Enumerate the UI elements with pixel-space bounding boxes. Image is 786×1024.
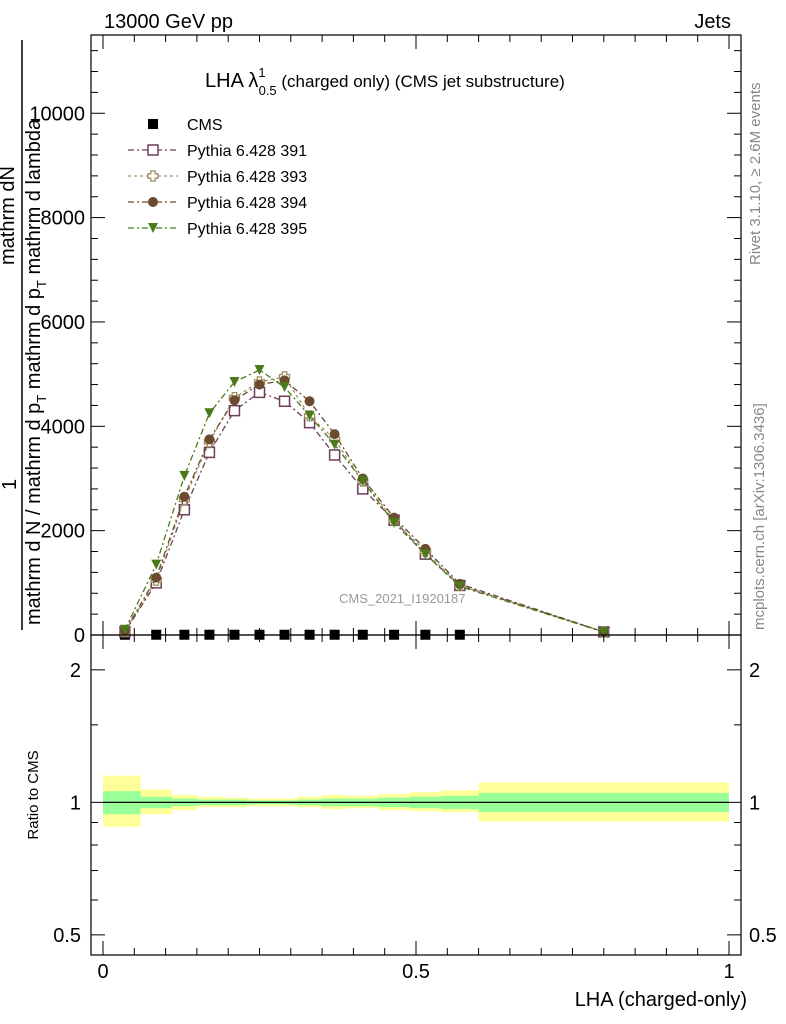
legend-label: Pythia 6.428 391 bbox=[187, 143, 307, 160]
ylabel-main: mathrm d N / mathrm d pT mathrm d pT mat… bbox=[23, 118, 49, 625]
data-point bbox=[179, 470, 190, 481]
ratio-bands bbox=[103, 775, 729, 827]
data-point bbox=[279, 382, 290, 393]
legend-marker bbox=[148, 223, 158, 233]
ratio-ytick-label: 1 bbox=[70, 792, 81, 814]
data-point bbox=[389, 517, 400, 528]
mcplots-label: mcplots.cern.ch [arXiv:1306.3436] bbox=[751, 403, 768, 630]
series-pythia-6-428-395 bbox=[119, 364, 609, 638]
data-point bbox=[329, 429, 340, 440]
series-line bbox=[124, 369, 604, 633]
data-point bbox=[454, 581, 465, 592]
ratio-xtick-label: 0 bbox=[97, 961, 108, 983]
legend-label: Pythia 6.428 395 bbox=[187, 221, 307, 238]
ratio-xtick-label: 0.5 bbox=[402, 961, 430, 983]
data-point bbox=[228, 404, 241, 417]
plot-title: LHA λ1 0.5 (charged only) (CMS jet substr… bbox=[205, 65, 565, 98]
main-ytick-label: 4000 bbox=[41, 416, 86, 438]
rivet-label: Rivet 3.1.10, ≥ 2.6M events bbox=[747, 83, 764, 266]
main-ytick-label: 10000 bbox=[29, 103, 85, 125]
series-line bbox=[124, 376, 604, 633]
data-point bbox=[328, 449, 341, 461]
data-point bbox=[151, 572, 162, 583]
data-point bbox=[357, 476, 368, 487]
header-left: 13000 GeV pp bbox=[104, 11, 233, 33]
analysis-watermark: CMS_2021_I1920187 bbox=[339, 591, 466, 606]
main-ytick-label: 6000 bbox=[41, 312, 86, 334]
data-point bbox=[420, 549, 431, 560]
data-point bbox=[329, 439, 340, 450]
data-point bbox=[119, 624, 130, 635]
data-point bbox=[204, 408, 215, 419]
ratio-xlabel: LHA (charged-only) bbox=[575, 989, 747, 1011]
data-point bbox=[598, 627, 609, 638]
legend-marker bbox=[147, 144, 159, 156]
main-yticks: 0 2000 4000 6000 8000 10000 bbox=[29, 50, 741, 647]
legend-label: CMS bbox=[187, 117, 223, 134]
data-point bbox=[179, 491, 190, 502]
series-line bbox=[124, 379, 605, 633]
ratio-ytick-label-right: 1 bbox=[749, 792, 760, 814]
ratio-xticks: 0 0.5 1 bbox=[97, 635, 735, 983]
main-ytick-label: 8000 bbox=[41, 208, 86, 230]
main-ytick-label: 2000 bbox=[41, 521, 86, 543]
data-point bbox=[304, 410, 315, 421]
ratio-yticks: 0.5 0.5 1 1 2 2 bbox=[53, 660, 777, 947]
legend-entry: Pythia 6.428 394 bbox=[128, 195, 307, 212]
legend-label: Pythia 6.428 393 bbox=[187, 169, 307, 186]
legend-entry: Pythia 6.428 393 bbox=[128, 169, 307, 186]
data-point bbox=[278, 395, 291, 408]
data-point bbox=[254, 379, 265, 390]
legend: CMS Pythia 6.428 391 Pythia 6.428 393 Pythi… bbox=[128, 117, 307, 238]
series-layer bbox=[119, 364, 610, 640]
main-ylabel: 1 mathrm d N / mathrm d pT mathrm d pT m… bbox=[0, 40, 49, 630]
ratio-ytick-label: 0.5 bbox=[53, 925, 81, 947]
data-point bbox=[229, 395, 240, 406]
ratio-ytick-label-right: 0.5 bbox=[749, 925, 777, 947]
legend-entry: Pythia 6.428 395 bbox=[128, 221, 307, 238]
ylabel-one: 1 bbox=[0, 479, 21, 490]
data-point bbox=[229, 376, 240, 387]
ratio-ytick-label: 2 bbox=[70, 660, 81, 682]
legend-marker bbox=[148, 197, 158, 207]
legend-entry: CMS bbox=[148, 117, 223, 134]
data-point bbox=[304, 396, 315, 407]
ylabel-numerator: mathrm dN bbox=[0, 166, 19, 265]
main-xticks bbox=[102, 35, 730, 635]
legend-marker bbox=[148, 119, 158, 129]
ratio-ytick-label-right: 2 bbox=[749, 660, 760, 682]
data-point bbox=[254, 364, 265, 375]
legend-marker bbox=[147, 170, 159, 182]
data-point bbox=[204, 434, 215, 445]
ratio-xtick-label: 1 bbox=[723, 961, 734, 983]
legend-label: Pythia 6.428 394 bbox=[187, 195, 307, 212]
ratio-ylabel: Ratio to CMS bbox=[25, 750, 42, 839]
header-right: Jets bbox=[694, 11, 731, 33]
data-point bbox=[151, 559, 162, 570]
legend-entry: Pythia 6.428 391 bbox=[128, 143, 307, 160]
main-ytick-label: 0 bbox=[74, 625, 85, 647]
